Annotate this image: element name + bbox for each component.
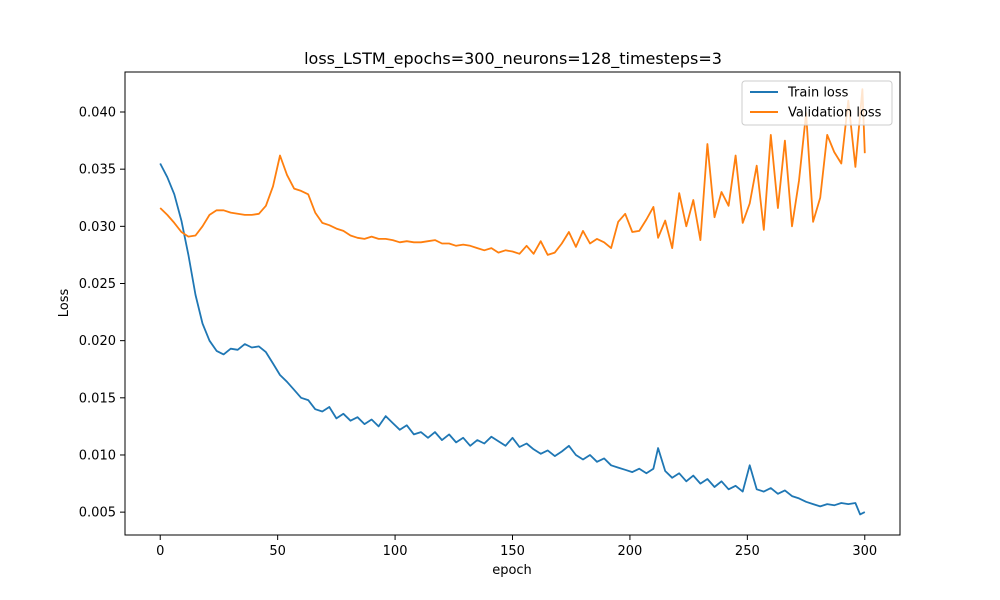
series-line-validation-loss bbox=[159, 88, 866, 256]
y-tick-label: 0.005 bbox=[79, 506, 116, 521]
x-tick-label: 50 bbox=[269, 544, 286, 559]
y-tick-label: 0.030 bbox=[79, 220, 116, 235]
x-tick-label: 300 bbox=[852, 544, 877, 559]
legend-label-validation-loss: Validation loss bbox=[788, 106, 882, 121]
legend-box bbox=[741, 80, 893, 126]
x-axis: 0 50 100 150 200 250 300 bbox=[156, 535, 877, 559]
legend-label-train-loss: Train loss bbox=[787, 86, 849, 101]
x-tick-label: 100 bbox=[383, 544, 408, 559]
x-tick-label: 250 bbox=[735, 544, 760, 559]
chart-title: loss_LSTM_epochs=300_neurons=128_timeste… bbox=[304, 49, 722, 69]
series-line-train-loss bbox=[159, 163, 866, 516]
legend: Train loss Validation loss bbox=[741, 80, 893, 126]
y-tick-label: 0.025 bbox=[79, 277, 116, 292]
x-tick-label: 0 bbox=[156, 544, 164, 559]
y-tick-label: 0.010 bbox=[79, 448, 116, 463]
plot-area bbox=[159, 88, 866, 516]
x-tick-label: 200 bbox=[618, 544, 643, 559]
plot-frame bbox=[124, 71, 901, 536]
y-axis-label: Loss bbox=[57, 289, 72, 318]
y-tick-label: 0.020 bbox=[79, 334, 116, 349]
y-tick-label: 0.040 bbox=[79, 106, 116, 121]
y-tick-label: 0.035 bbox=[79, 163, 116, 178]
x-axis-label: epoch bbox=[492, 563, 532, 578]
y-tick-label: 0.015 bbox=[79, 391, 116, 406]
x-tick-label: 150 bbox=[500, 544, 525, 559]
y-axis: 0.005 0.010 0.015 0.020 0.025 0.030 0.035 0.040 bbox=[79, 106, 125, 521]
